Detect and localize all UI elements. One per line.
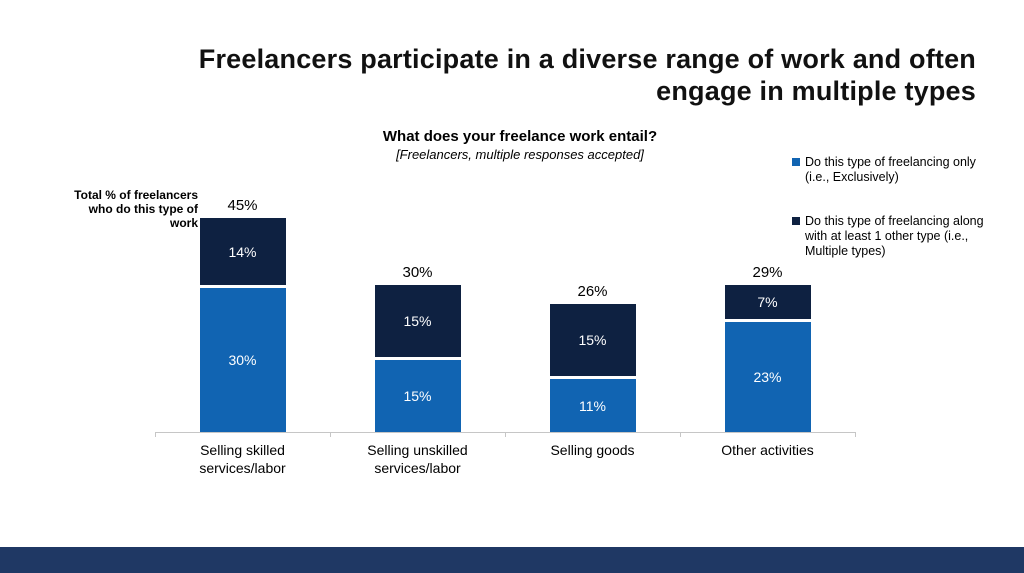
legend-swatch-icon (792, 217, 800, 225)
footer-band (0, 547, 1024, 573)
bar-value-label: 14% (228, 243, 257, 260)
bar-group: 45% 14% 30% (155, 178, 330, 432)
bar-segment: 11% (549, 379, 636, 432)
bar-total-label: 26% (577, 283, 608, 300)
bar-segment: 15% (374, 285, 461, 357)
category-label: Selling unskilled services/labor (367, 442, 468, 477)
bar-total-label: 30% (402, 264, 433, 281)
bar-group: 30% 15% 15% (330, 178, 505, 432)
bar-segment: 23% (724, 322, 811, 432)
legend-item: Do this type of freelancing only (i.e., … (792, 155, 997, 185)
chart-legend: Do this type of freelancing only (i.e., … (792, 155, 997, 288)
bar-segment: 14% (199, 218, 286, 285)
axis-tick (855, 432, 856, 437)
legend-label: Do this type of freelancing only (i.e., … (805, 155, 976, 184)
bar-value-label: 11% (579, 397, 606, 414)
bar-value-label: 15% (578, 332, 607, 348)
bar-group: 29% 7% 23% (680, 178, 855, 432)
bar-stack: 7% 23% (724, 285, 811, 432)
legend-swatch-icon (792, 158, 800, 166)
bar-value-label: 7% (757, 294, 778, 310)
plot-area: 45% 14% 30% 30% 15% 15% 26% 15% 11% 29% 7% 23% (155, 178, 855, 432)
bar-stack: 15% 11% (549, 304, 636, 432)
bar-group: 26% 15% 11% (505, 178, 680, 432)
slide-title: Freelancers participate in a diverse ran… (198, 44, 976, 106)
chart-question: What does your freelance work entail? (382, 128, 658, 145)
category-labels: Selling skilled services/labor Selling un… (155, 441, 855, 477)
category-label: Other activities (721, 442, 814, 458)
bar-segment: 30% (199, 288, 286, 432)
category-label: Selling skilled services/labor (199, 442, 286, 477)
bar-value-label: 23% (753, 369, 782, 385)
axis-tick (330, 432, 331, 437)
category-label: Selling goods (550, 442, 635, 458)
y-axis-label: Total % of freelancers who do this type … (74, 188, 198, 231)
axis-tick (680, 432, 681, 437)
x-axis-line (155, 432, 856, 437)
bar-total-label: 29% (752, 264, 783, 281)
bar-stack: 14% 30% (199, 218, 286, 432)
bar-value-label: 30% (228, 352, 257, 368)
axis-tick (505, 432, 506, 437)
bar-segment: 15% (374, 360, 461, 432)
bar-value-label: 15% (403, 388, 432, 404)
bar-stack: 15% 15% (374, 285, 461, 432)
legend-item: Do this type of freelancing along with a… (792, 214, 997, 259)
bar-segment: 15% (549, 304, 636, 376)
chart-note: [Freelancers, multiple responses accepte… (396, 147, 644, 162)
axis-tick (155, 432, 156, 437)
legend-label: Do this type of freelancing along with a… (805, 214, 984, 258)
bar-total-label: 45% (227, 197, 258, 214)
chart-header: What does your freelance work entail? [F… (170, 128, 870, 162)
bar-value-label: 15% (403, 313, 432, 329)
bar-segment: 7% (724, 285, 811, 319)
